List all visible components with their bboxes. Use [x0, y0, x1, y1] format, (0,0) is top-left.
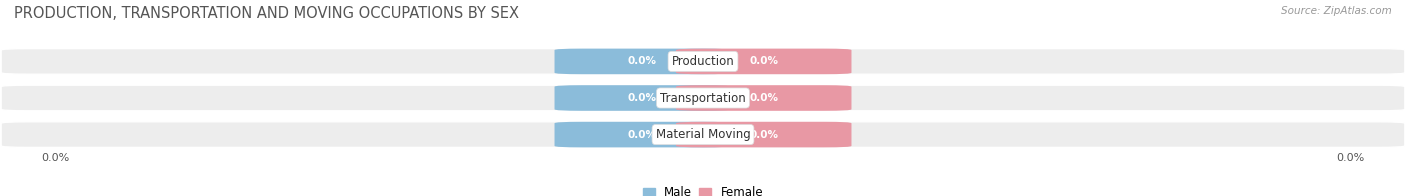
Text: 0.0%: 0.0% [42, 153, 70, 163]
Text: 0.0%: 0.0% [1336, 153, 1364, 163]
FancyBboxPatch shape [1, 85, 1405, 111]
FancyBboxPatch shape [676, 49, 852, 74]
Text: PRODUCTION, TRANSPORTATION AND MOVING OCCUPATIONS BY SEX: PRODUCTION, TRANSPORTATION AND MOVING OC… [14, 6, 519, 21]
Text: 0.0%: 0.0% [749, 56, 779, 66]
Text: Material Moving: Material Moving [655, 128, 751, 141]
FancyBboxPatch shape [676, 122, 852, 147]
Text: 0.0%: 0.0% [627, 130, 657, 140]
Text: 0.0%: 0.0% [627, 56, 657, 66]
Text: 0.0%: 0.0% [749, 93, 779, 103]
Text: Transportation: Transportation [661, 92, 745, 104]
Text: Source: ZipAtlas.com: Source: ZipAtlas.com [1281, 6, 1392, 16]
Text: 0.0%: 0.0% [749, 130, 779, 140]
Legend: Male, Female: Male, Female [638, 182, 768, 196]
FancyBboxPatch shape [676, 85, 852, 111]
FancyBboxPatch shape [554, 49, 730, 74]
Text: 0.0%: 0.0% [627, 93, 657, 103]
FancyBboxPatch shape [1, 122, 1405, 147]
FancyBboxPatch shape [1, 49, 1405, 74]
FancyBboxPatch shape [554, 122, 730, 147]
Text: Production: Production [672, 55, 734, 68]
FancyBboxPatch shape [554, 85, 730, 111]
